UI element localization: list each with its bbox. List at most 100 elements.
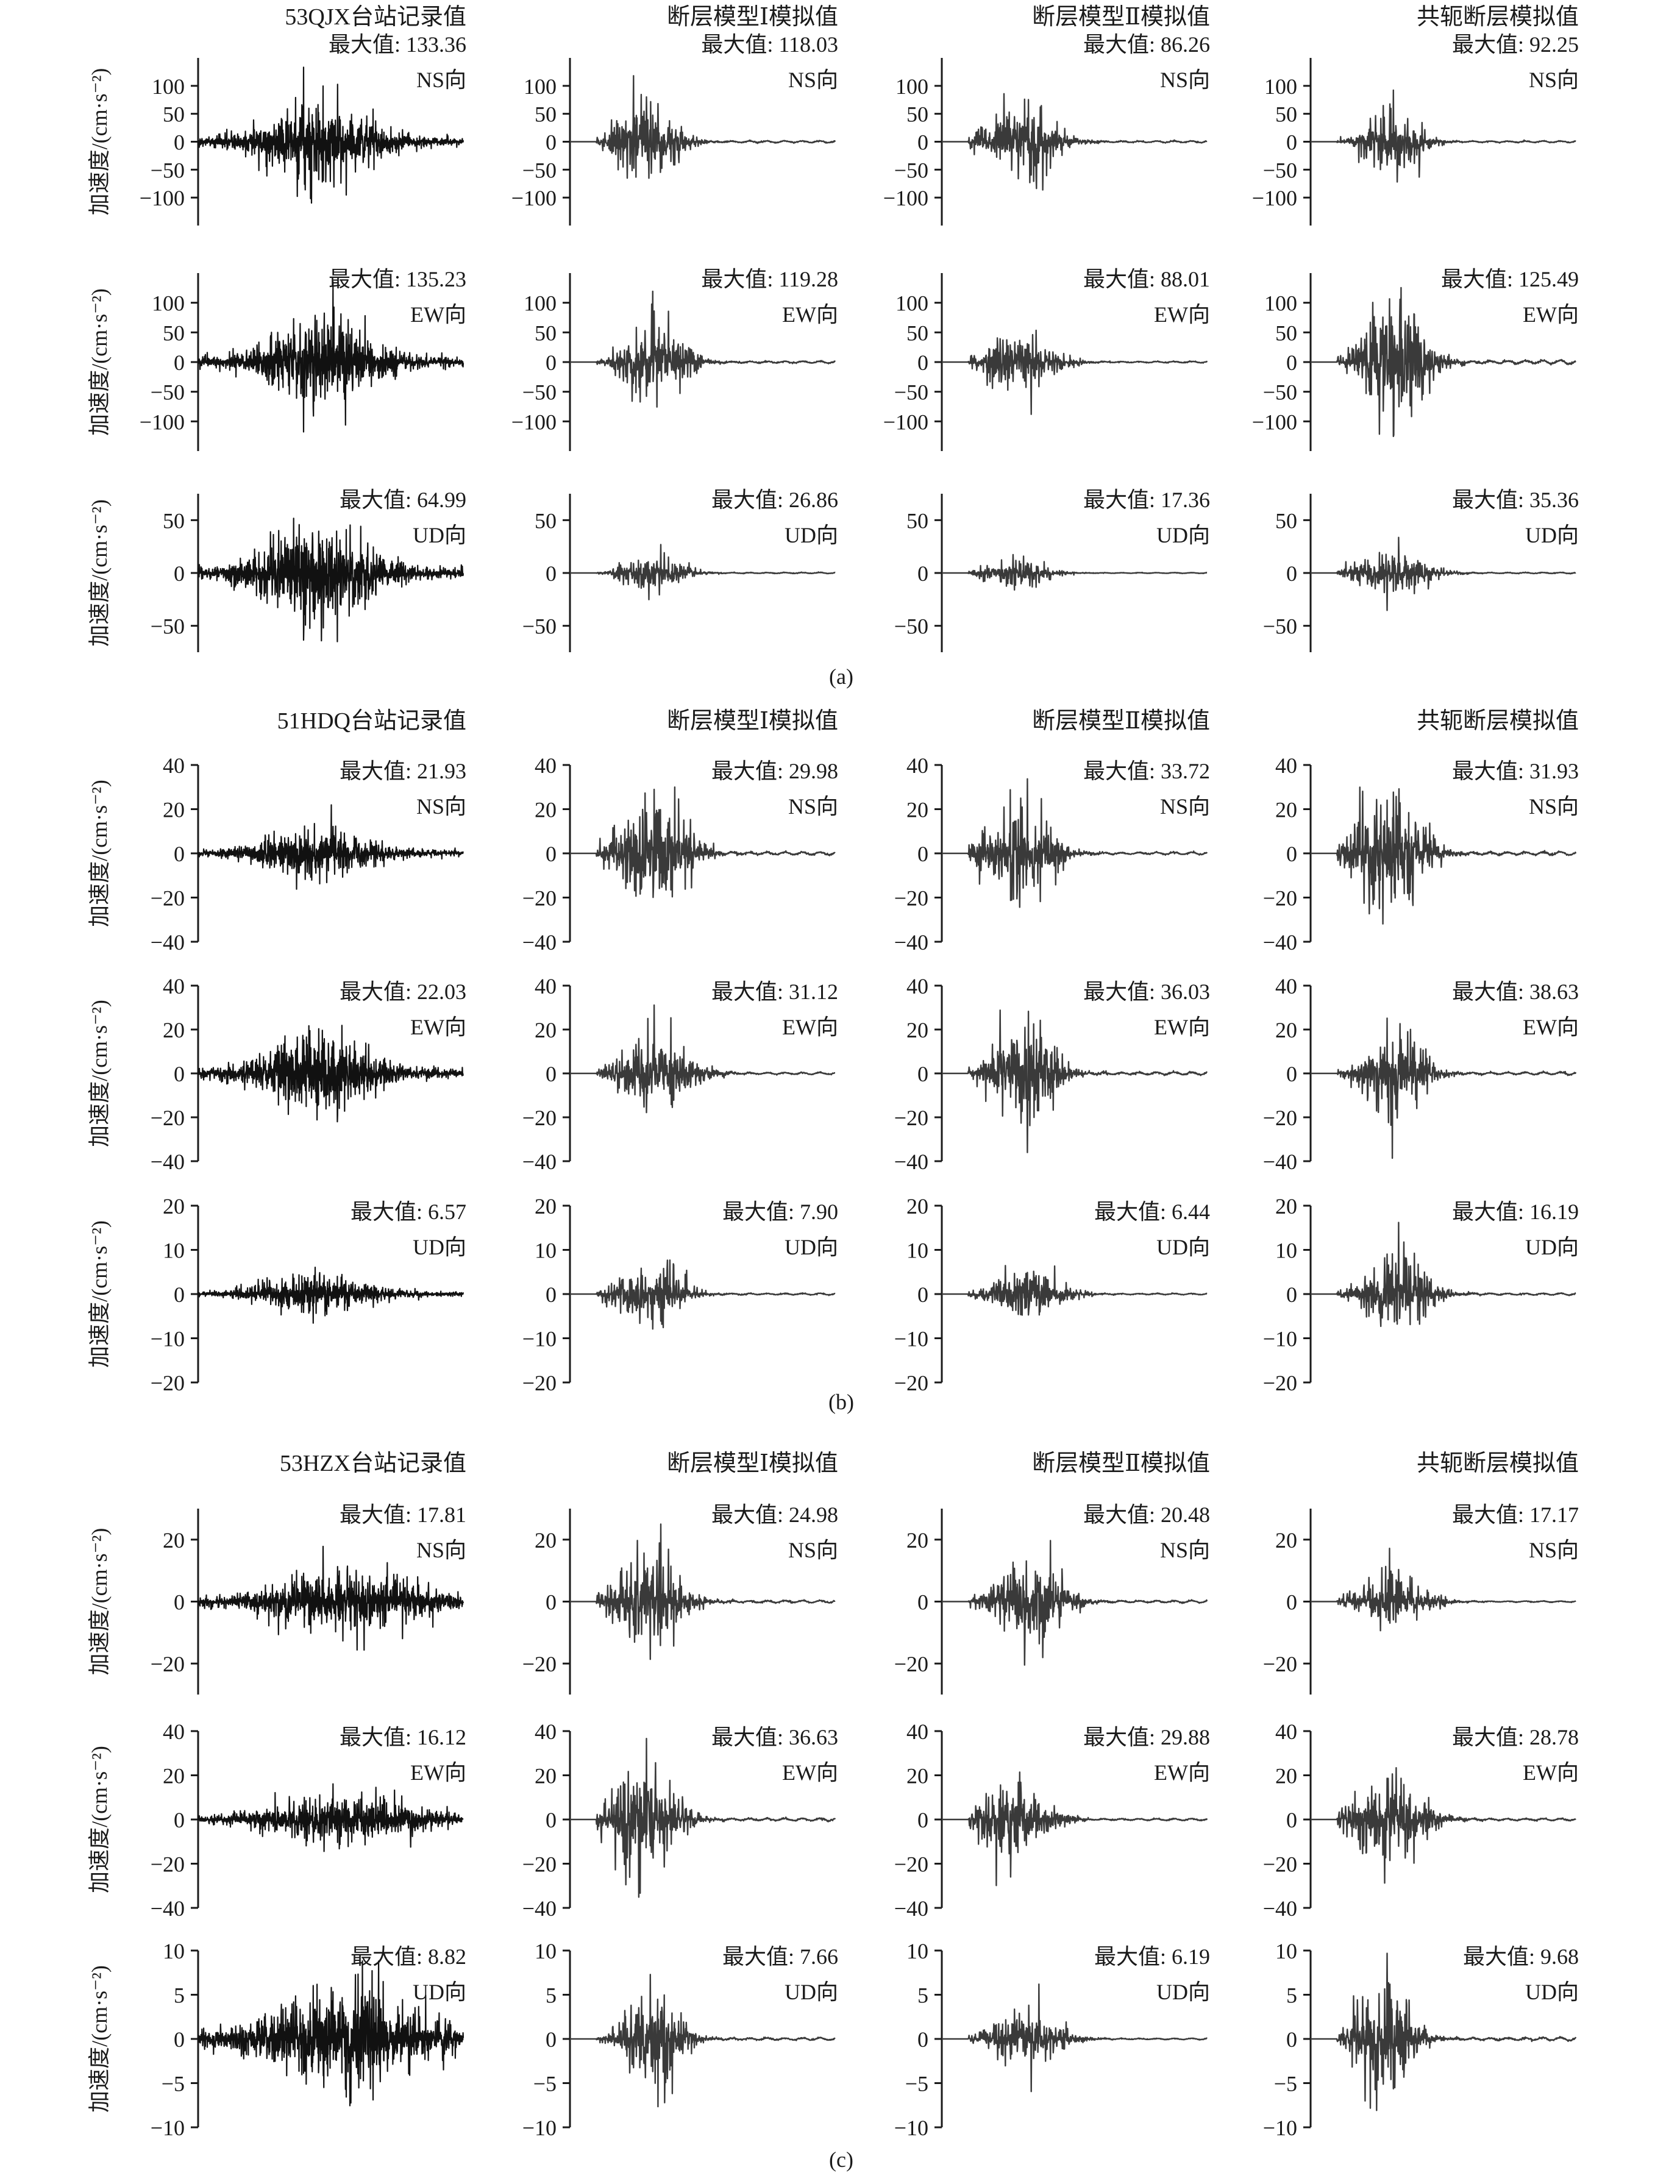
y-tick-label: −5 — [162, 2072, 185, 2096]
y-tick-label: 40 — [535, 974, 557, 998]
acceleration-trace — [1310, 286, 1576, 438]
component-label: NS向 — [788, 1538, 838, 1562]
max-value-label: 最大值: 24.98 — [711, 1503, 838, 1527]
acceleration-trace — [197, 1267, 464, 1324]
subplot: 100 50 0 −50 −100 最大值: 88.01 EW向 — [883, 267, 1210, 451]
y-tick-label: 0 — [1286, 1590, 1297, 1615]
y-tick-label: 50 — [1275, 102, 1297, 127]
y-tick-label: −10 — [1263, 1327, 1297, 1351]
y-tick-label: −40 — [1263, 1896, 1297, 1921]
y-tick-label: 50 — [163, 102, 185, 127]
y-tick-label: 0 — [917, 350, 928, 375]
max-value-label: 最大值: 133.36 — [329, 32, 466, 57]
subplot: 40 20 0 −20 −40 最大值: 22.03 EW向 — [151, 974, 466, 1174]
subplot: 40 20 0 −20 −40 最大值: 16.12 EW向 — [151, 1720, 466, 1921]
max-value-label: 最大值: 119.28 — [701, 267, 838, 291]
y-tick-label: 0 — [917, 1282, 928, 1307]
acceleration-trace — [941, 1983, 1208, 2093]
y-tick-label: 50 — [906, 508, 928, 533]
y-tick-label: −20 — [894, 1371, 928, 1395]
y-tick-label: −50 — [894, 158, 928, 182]
y-tick-label: 100 — [152, 74, 185, 99]
acceleration-trace — [569, 1974, 836, 2108]
y-tick-label: −20 — [522, 886, 557, 911]
component-label: UD向 — [1156, 1235, 1210, 1259]
subplot: 100 50 0 −50 −100 最大值: 125.49 EW向 — [1252, 267, 1579, 451]
y-tick-label: −10 — [522, 1327, 557, 1351]
column-title: 51HDQ台站记录值 — [277, 708, 466, 734]
y-axis-title: 加速度/(cm·s⁻²) — [87, 1220, 112, 1368]
y-tick-label: 0 — [546, 1808, 557, 1832]
y-tick-label: 0 — [174, 2027, 185, 2052]
y-tick-label: 40 — [1275, 974, 1297, 998]
y-axis-title: 加速度/(cm·s⁻²) — [87, 1000, 112, 1147]
component-label: NS向 — [416, 68, 466, 92]
y-tick-label: 100 — [524, 74, 557, 99]
subplot: 20 0 −20 最大值: 17.17 NS向 — [1263, 1503, 1579, 1695]
max-value-label: 最大值: 29.98 — [711, 759, 838, 783]
y-axis-title: 加速度/(cm·s⁻²) — [87, 288, 112, 436]
panel-a: 53QJX台站记录值 断层模型Ⅰ模拟值 断层模型Ⅱ模拟值 共轭断层模拟值 (a) 加速度/… — [87, 4, 1579, 689]
component-label: UD向 — [1156, 1980, 1210, 2004]
subplot: 20 10 0 −10 −20 最大值: 7.90 UD向 — [522, 1194, 838, 1395]
y-tick-label: −20 — [894, 1106, 928, 1130]
subplot: 50 0 −50 最大值: 35.36 UD向 — [1263, 488, 1579, 652]
subplot: 40 20 0 −20 −40 最大值: 33.72 NS向 — [894, 753, 1210, 955]
y-tick-label: 50 — [535, 508, 557, 533]
y-tick-label: 20 — [163, 1764, 185, 1788]
y-tick-label: 50 — [1275, 321, 1297, 345]
y-tick-label: −40 — [522, 930, 557, 955]
component-label: NS向 — [1160, 68, 1210, 92]
y-tick-label: 40 — [163, 753, 185, 778]
y-tick-label: 0 — [546, 2027, 557, 2052]
y-tick-label: 0 — [546, 561, 557, 586]
y-tick-label: 20 — [535, 798, 557, 822]
y-tick-label: −5 — [533, 2072, 557, 2096]
max-value-label: 最大值: 7.90 — [722, 1200, 838, 1224]
subplot: 10 5 0 −5 −10 最大值: 6.19 UD向 — [894, 1939, 1210, 2140]
y-tick-label: 10 — [906, 1239, 928, 1263]
y-tick-label: 10 — [535, 1239, 557, 1263]
y-tick-label: −20 — [522, 1652, 557, 1676]
panel-c: 53HZX台站记录值 断层模型Ⅰ模拟值 断层模型Ⅱ模拟值 共轭断层模拟值 (c) 加速度/… — [87, 1451, 1579, 2172]
y-tick-label: −20 — [1263, 1852, 1297, 1877]
component-label: EW向 — [782, 302, 838, 327]
y-tick-label: 10 — [163, 1939, 185, 1963]
max-value-label: 最大值: 36.63 — [711, 1725, 838, 1749]
y-tick-label: −20 — [151, 1652, 185, 1676]
y-tick-label: −20 — [522, 1106, 557, 1130]
y-tick-label: 20 — [1275, 1764, 1297, 1788]
subplot: 100 50 0 −50 −100 最大值: 86.26 NS向 — [883, 32, 1210, 226]
y-tick-label: 0 — [546, 842, 557, 866]
acceleration-trace — [197, 1025, 464, 1123]
y-tick-label: 40 — [163, 974, 185, 998]
y-tick-label: −5 — [905, 2072, 928, 2096]
y-tick-label: 50 — [535, 321, 557, 345]
y-tick-label: −40 — [151, 1896, 185, 1921]
y-tick-label: −20 — [894, 1852, 928, 1877]
acceleration-trace — [197, 281, 464, 433]
max-value-label: 最大值: 29.88 — [1083, 1725, 1210, 1749]
subplot: 40 20 0 −20 −40 最大值: 38.63 EW向 — [1263, 974, 1579, 1174]
y-tick-label: −20 — [151, 1852, 185, 1877]
panel-label: (a) — [829, 664, 853, 689]
y-tick-label: −50 — [522, 158, 557, 182]
max-value-label: 最大值: 6.57 — [351, 1200, 466, 1224]
max-value-label: 最大值: 26.86 — [711, 488, 838, 512]
y-tick-label: 0 — [1286, 130, 1297, 155]
y-tick-label: −100 — [883, 410, 928, 434]
component-label: UD向 — [1525, 1980, 1579, 2004]
component-label: NS向 — [1529, 794, 1579, 819]
y-tick-label: −40 — [894, 930, 928, 955]
y-tick-label: 20 — [906, 1764, 928, 1788]
subplot: 100 50 0 −50 −100 最大值: 135.23 EW向 — [140, 267, 466, 451]
y-tick-label: −10 — [522, 2116, 557, 2140]
y-tick-label: 50 — [163, 321, 185, 345]
max-value-label: 最大值: 8.82 — [351, 1944, 466, 1969]
subplot: 40 20 0 −20 −40 最大值: 29.98 NS向 — [522, 753, 838, 955]
y-tick-label: 0 — [546, 1282, 557, 1307]
y-tick-label: 0 — [546, 350, 557, 375]
column-title: 断层模型Ⅱ模拟值 — [1032, 1451, 1210, 1476]
subplot: 20 10 0 −10 −20 最大值: 6.44 UD向 — [894, 1194, 1210, 1395]
y-tick-label: −20 — [1263, 1371, 1297, 1395]
